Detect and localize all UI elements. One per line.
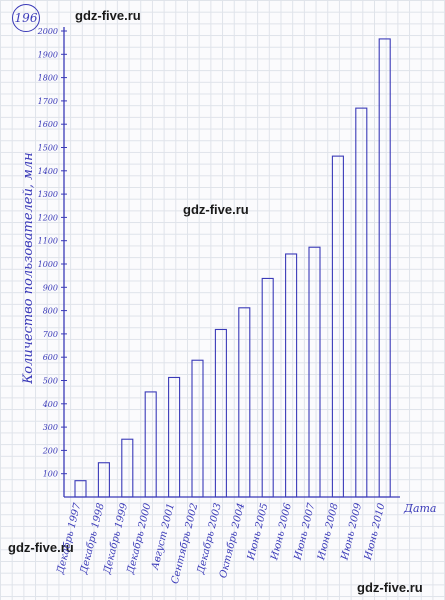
x-tick-label: Июнь 2007 (292, 501, 317, 562)
bar (121, 438, 134, 498)
x-tick-label: Июнь 2006 (269, 501, 294, 562)
bar (308, 246, 321, 498)
watermark-bottom-right: gdz-five.ru (357, 580, 423, 595)
y-tick-label: 500 (43, 377, 58, 386)
y-tick-label: 1000 (38, 260, 58, 269)
y-tick-label: 600 (43, 353, 58, 362)
y-tick-label: 900 (43, 283, 58, 292)
bar (331, 155, 344, 498)
y-tick-label: 1300 (38, 190, 58, 199)
watermark-bottom-left: gdz-five.ru (8, 540, 74, 555)
x-tick-label: Август 2001 (150, 502, 177, 572)
bar (214, 328, 227, 498)
x-tick-label: Декабрь 2000 (125, 501, 154, 576)
y-tick-label: 100 (43, 470, 58, 479)
problem-number-badge: 196 (12, 4, 40, 32)
y-tick-label: 1200 (38, 213, 58, 222)
x-tick-label: Декабрь 1998 (78, 502, 106, 576)
bar (285, 253, 298, 498)
y-tick-label: 1900 (38, 50, 58, 59)
x-tick-label: Октябрь 2004 (218, 502, 247, 579)
x-tick-label: Декабрь 1997 (55, 501, 84, 576)
y-tick-label: 700 (43, 330, 58, 339)
y-tick-label: 800 (43, 307, 58, 316)
x-tick-label: Июнь 2010 (363, 501, 388, 562)
bar (261, 277, 274, 498)
x-tick-label: Декабрь 2003 (195, 502, 223, 576)
y-axis-label: Количество пользователей, млн (21, 152, 36, 385)
x-tick-label: Июнь 2009 (339, 501, 364, 562)
y-tick-label: 1100 (38, 237, 58, 246)
bar (378, 38, 391, 498)
watermark-middle: gdz-five.ru (183, 202, 249, 217)
y-tick-label: 1500 (38, 144, 58, 153)
y-tick-label: 1800 (38, 74, 58, 83)
y-tick-label: 2000 (37, 27, 58, 36)
watermark-top: gdz-five.ru (75, 8, 141, 23)
y-tick-label: 1400 (38, 167, 58, 176)
x-tick-label: Декабрь 1999 (102, 501, 131, 576)
y-tick-label: 400 (42, 400, 58, 409)
bar (74, 480, 87, 498)
bar (238, 307, 251, 498)
bar (191, 359, 204, 498)
y-tick-label: 300 (43, 423, 58, 432)
x-tick-label: Июнь 2008 (316, 502, 341, 562)
x-axis-label: Дата (403, 502, 437, 515)
y-tick-label: 1600 (38, 120, 58, 129)
bar (97, 462, 110, 498)
bar (144, 391, 157, 498)
y-tick-label: 200 (42, 446, 58, 455)
y-tick-label: 1700 (38, 97, 58, 106)
bar (355, 107, 368, 498)
x-tick-label: Июнь 2005 (246, 502, 271, 562)
bar (168, 376, 181, 498)
